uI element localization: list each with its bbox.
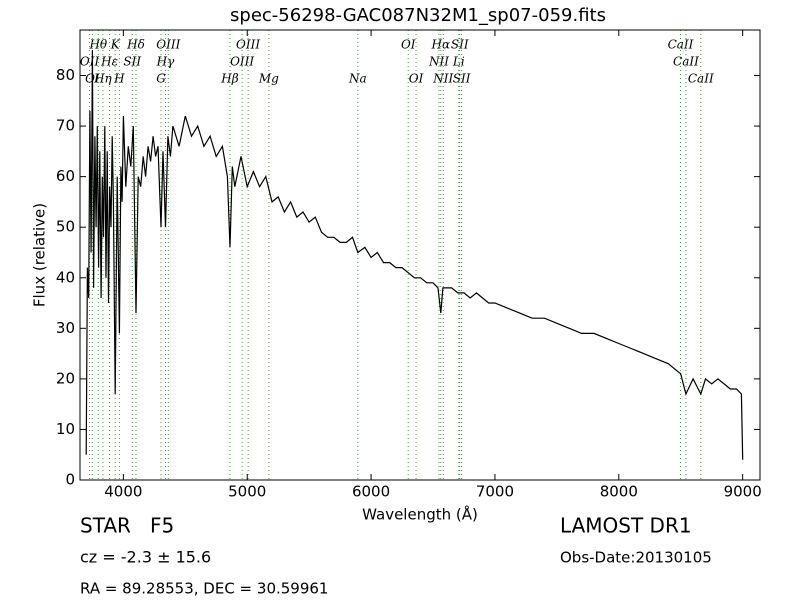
spectral-line-label: Na: [348, 72, 367, 86]
y-tick-label: 50: [56, 218, 75, 236]
spectral-line-label: Hη: [93, 72, 112, 86]
y-tick-label: 10: [56, 420, 75, 438]
spectral-line-label: Hε: [100, 55, 118, 69]
y-tick-label: 40: [56, 268, 75, 286]
x-tick-label: 9000: [724, 483, 762, 501]
spectral-line-label: OI: [401, 38, 416, 52]
spectral-line-label: OII: [80, 55, 100, 69]
spectral-line-label: OIII: [236, 38, 260, 52]
survey: LAMOST DR1: [560, 514, 692, 538]
spectral-line-label: CaII: [673, 55, 699, 69]
spectral-line-label: NII: [432, 72, 453, 86]
spectral-line-label: Hβ: [220, 72, 238, 86]
y-tick-label: 60: [56, 167, 75, 185]
y-tick-label: 30: [56, 319, 75, 337]
x-tick-label: 8000: [600, 483, 638, 501]
spectral-line-label: K: [110, 38, 121, 52]
spectral-line-label: Mg: [258, 72, 279, 86]
coordinates: RA = 89.28553, DEC = 30.59961: [80, 580, 328, 598]
plot-frame: [79, 29, 761, 481]
spectral-line-label: Hθ: [88, 38, 107, 52]
spectral-line-label: SII: [451, 38, 469, 52]
star-class: STAR F5: [80, 514, 174, 538]
spectral-line-label: G: [156, 72, 166, 86]
x-tick-label: 6000: [352, 483, 390, 501]
x-axis-label: Wavelength (Å): [362, 505, 478, 524]
x-tick-label: 5000: [228, 483, 266, 501]
spectral-line-label: Hγ: [156, 55, 175, 69]
y-axis-label: Flux (relative): [31, 203, 49, 307]
spectral-line-label: Hα: [431, 38, 451, 52]
y-tick-label: 0: [65, 471, 75, 489]
spectral-line-label: SII: [123, 55, 141, 69]
spectrum-line: [85, 50, 744, 460]
chart-title: spec-56298-GAC087N32M1_sp07-059.fits: [230, 5, 606, 26]
x-tick-label: 4000: [104, 483, 142, 501]
spectral-line-label: H: [113, 72, 125, 86]
y-tick-label: 20: [56, 369, 75, 387]
spectral-line-label: OIII: [230, 55, 254, 69]
x-tick-label: 7000: [476, 483, 514, 501]
spectral-line-label: SII: [453, 72, 471, 86]
redshift: cz = -2.3 ± 15.6: [80, 548, 211, 567]
spectral-line-label: CaII: [668, 38, 694, 52]
spectral-line-label: CaII: [688, 72, 714, 86]
spectral-line-label: Hδ: [126, 38, 145, 52]
y-tick-label: 70: [56, 117, 75, 135]
obs-date: Obs-Date:20130105: [560, 549, 712, 567]
spectral-line-label: OI: [409, 72, 424, 86]
spectral-line-label: Li: [452, 55, 465, 69]
spectral-line-label: OIII: [156, 38, 180, 52]
spectral-line-label: NII: [428, 55, 449, 69]
y-tick-label: 80: [56, 66, 75, 84]
